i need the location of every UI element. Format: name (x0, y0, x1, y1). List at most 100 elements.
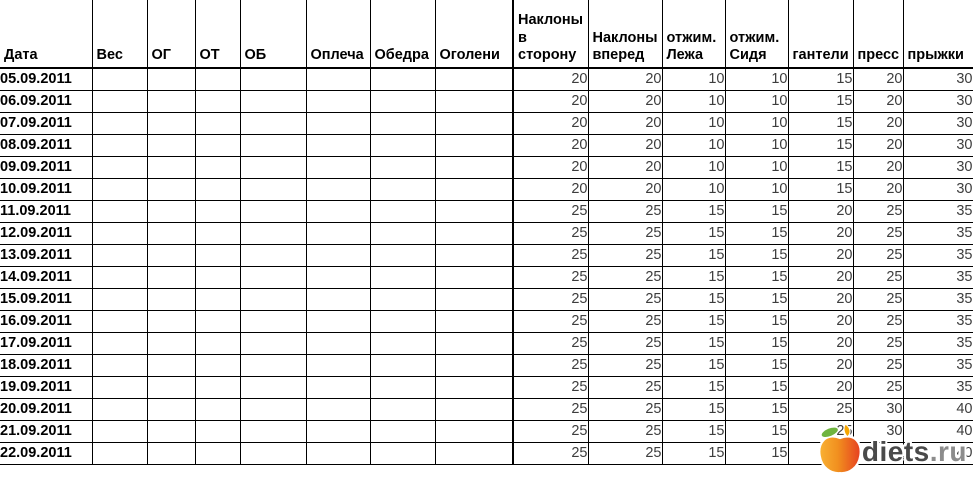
value-cell[interactable] (434, 397, 514, 421)
value-cell[interactable] (239, 309, 307, 333)
value-cell[interactable]: 15 (724, 199, 789, 223)
value-cell[interactable] (239, 265, 307, 289)
value-cell[interactable]: 10 (724, 67, 789, 91)
value-cell[interactable] (305, 67, 371, 91)
value-cell[interactable]: 20 (587, 89, 663, 113)
value-cell[interactable]: 25 (587, 331, 663, 355)
value-cell[interactable]: 15 (661, 441, 726, 465)
value-cell[interactable]: 20 (787, 265, 854, 289)
date-cell[interactable]: 14.09.2011 (0, 265, 93, 289)
value-cell[interactable]: 40 (902, 397, 973, 421)
value-cell[interactable] (91, 265, 148, 289)
value-cell[interactable]: 20 (852, 133, 904, 157)
value-cell[interactable]: 15 (724, 353, 789, 377)
value-cell[interactable] (91, 89, 148, 113)
value-cell[interactable]: 25 (852, 199, 904, 223)
value-cell[interactable] (434, 309, 514, 333)
value-cell[interactable]: 15 (661, 397, 726, 421)
value-cell[interactable] (91, 177, 148, 201)
value-cell[interactable]: 25 (512, 397, 589, 421)
value-cell[interactable] (305, 199, 371, 223)
value-cell[interactable] (434, 177, 514, 201)
column-header[interactable]: Оголени (434, 0, 514, 69)
value-cell[interactable]: 15 (661, 243, 726, 267)
value-cell[interactable] (434, 243, 514, 267)
value-cell[interactable] (239, 331, 307, 355)
value-cell[interactable] (434, 89, 514, 113)
value-cell[interactable] (369, 353, 436, 377)
value-cell[interactable]: 15 (724, 265, 789, 289)
date-cell[interactable]: 10.09.2011 (0, 177, 93, 201)
value-cell[interactable]: 25 (852, 221, 904, 245)
value-cell[interactable] (305, 89, 371, 113)
value-cell[interactable]: 30 (902, 155, 973, 179)
column-header[interactable]: Оплеча (305, 0, 371, 69)
value-cell[interactable]: 15 (724, 287, 789, 311)
value-cell[interactable] (305, 243, 371, 267)
value-cell[interactable] (146, 89, 196, 113)
value-cell[interactable] (239, 177, 307, 201)
value-cell[interactable] (239, 221, 307, 245)
value-cell[interactable]: 30 (902, 89, 973, 113)
column-header[interactable]: Дата (0, 0, 93, 69)
value-cell[interactable]: 15 (724, 375, 789, 399)
value-cell[interactable] (146, 287, 196, 311)
value-cell[interactable]: 10 (661, 89, 726, 113)
value-cell[interactable]: 35 (902, 221, 973, 245)
date-cell[interactable]: 20.09.2011 (0, 397, 93, 421)
value-cell[interactable] (434, 111, 514, 135)
value-cell[interactable] (305, 309, 371, 333)
value-cell[interactable]: 25 (512, 199, 589, 223)
date-cell[interactable]: 06.09.2011 (0, 89, 93, 113)
column-header[interactable]: гантели (787, 0, 854, 69)
value-cell[interactable]: 15 (661, 375, 726, 399)
value-cell[interactable]: 25 (512, 309, 589, 333)
value-cell[interactable]: 25 (512, 375, 589, 399)
value-cell[interactable]: 20 (852, 111, 904, 135)
value-cell[interactable]: 25 (512, 221, 589, 245)
value-cell[interactable]: 15 (787, 177, 854, 201)
value-cell[interactable]: 30 (852, 419, 904, 443)
value-cell[interactable]: 25 (587, 375, 663, 399)
value-cell[interactable]: 25 (787, 397, 854, 421)
value-cell[interactable]: 20 (587, 67, 663, 91)
date-cell[interactable]: 18.09.2011 (0, 353, 93, 377)
value-cell[interactable] (305, 133, 371, 157)
value-cell[interactable] (239, 441, 307, 465)
value-cell[interactable] (91, 353, 148, 377)
value-cell[interactable]: 25 (587, 199, 663, 223)
value-cell[interactable] (434, 375, 514, 399)
value-cell[interactable]: 25 (512, 353, 589, 377)
value-cell[interactable]: 30 (902, 67, 973, 91)
value-cell[interactable]: 15 (787, 155, 854, 179)
value-cell[interactable]: 30 (852, 397, 904, 421)
value-cell[interactable]: 10 (661, 133, 726, 157)
value-cell[interactable] (194, 199, 241, 223)
value-cell[interactable] (146, 199, 196, 223)
value-cell[interactable] (369, 133, 436, 157)
value-cell[interactable] (146, 243, 196, 267)
value-cell[interactable]: 20 (512, 111, 589, 135)
value-cell[interactable]: 25 (852, 353, 904, 377)
value-cell[interactable]: 25 (852, 309, 904, 333)
value-cell[interactable] (194, 309, 241, 333)
value-cell[interactable] (434, 221, 514, 245)
value-cell[interactable]: 20 (787, 331, 854, 355)
value-cell[interactable] (91, 243, 148, 267)
column-header[interactable]: ОБ (239, 0, 307, 69)
value-cell[interactable]: 25 (512, 419, 589, 443)
value-cell[interactable] (369, 287, 436, 311)
value-cell[interactable] (194, 441, 241, 465)
value-cell[interactable]: 25 (852, 287, 904, 311)
value-cell[interactable]: 30 (902, 177, 973, 201)
value-cell[interactable] (305, 331, 371, 355)
value-cell[interactable]: 20 (512, 89, 589, 113)
value-cell[interactable]: 25 (787, 441, 854, 465)
value-cell[interactable]: 10 (724, 111, 789, 135)
column-header[interactable]: ОГ (146, 0, 196, 69)
value-cell[interactable]: 15 (724, 419, 789, 443)
value-cell[interactable]: 25 (852, 265, 904, 289)
date-cell[interactable]: 12.09.2011 (0, 221, 93, 245)
value-cell[interactable]: 20 (512, 133, 589, 157)
value-cell[interactable] (369, 419, 436, 443)
